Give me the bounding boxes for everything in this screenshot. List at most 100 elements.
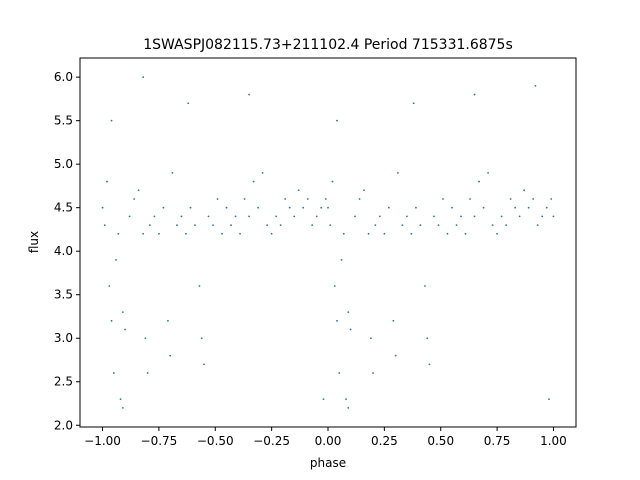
data-point <box>424 285 426 287</box>
data-point <box>230 224 232 226</box>
data-point <box>266 224 269 226</box>
data-point <box>198 285 201 287</box>
data-point <box>187 102 190 105</box>
data-point <box>288 206 291 209</box>
data-point <box>518 215 521 218</box>
data-point <box>406 215 408 218</box>
data-point <box>171 171 174 174</box>
data-point <box>142 232 145 235</box>
data-point <box>320 206 323 209</box>
data-point <box>117 232 120 235</box>
data-point <box>162 206 165 209</box>
x-tick-label: 0.00 <box>315 434 342 448</box>
data-point <box>460 215 462 218</box>
data-point <box>212 224 214 226</box>
data-point <box>347 311 350 314</box>
data-point <box>248 93 250 96</box>
data-point <box>252 180 255 183</box>
data-point <box>394 354 397 357</box>
data-point <box>121 406 124 409</box>
data-point <box>148 224 151 226</box>
data-point <box>387 206 390 209</box>
data-point <box>110 319 113 322</box>
data-point <box>363 189 365 192</box>
data-point <box>464 232 467 235</box>
data-point <box>426 337 429 340</box>
data-point <box>200 337 203 340</box>
data-point <box>128 215 131 218</box>
data-point <box>442 198 444 200</box>
data-point <box>324 198 327 200</box>
data-point <box>103 224 106 226</box>
data-point <box>550 198 553 200</box>
data-point <box>333 285 336 287</box>
data-point <box>146 372 149 374</box>
y-axis-label: flux <box>27 231 41 253</box>
data-point <box>176 224 178 226</box>
data-point <box>137 189 140 192</box>
data-point <box>306 198 309 200</box>
data-point <box>374 224 377 226</box>
data-point <box>545 206 548 209</box>
x-tick-label: −0.75 <box>141 434 178 448</box>
data-point <box>433 215 435 218</box>
data-point <box>101 206 104 209</box>
data-point <box>451 206 453 209</box>
data-point <box>437 224 440 226</box>
data-point <box>532 198 535 200</box>
data-point <box>322 398 325 401</box>
data-point <box>410 232 413 235</box>
y-axis: 2.0 2.5 3.0 3.5 4.0 4.5 5.0 5.5 6.0 <box>54 70 80 432</box>
data-point <box>478 180 480 183</box>
data-point <box>396 171 399 174</box>
data-point <box>338 372 341 374</box>
data-point <box>275 215 278 218</box>
data-point <box>189 206 192 209</box>
data-point <box>336 319 338 322</box>
data-point <box>487 171 489 174</box>
y-tick-label: 5.5 <box>54 114 73 128</box>
data-point <box>279 224 282 226</box>
y-tick-label: 5.0 <box>54 157 73 171</box>
data-point <box>446 232 449 235</box>
y-tick-label: 3.0 <box>54 331 73 345</box>
data-point <box>284 198 287 200</box>
data-point <box>349 328 352 331</box>
data-point <box>336 119 338 122</box>
data-point <box>392 319 395 322</box>
data-point <box>534 84 537 87</box>
data-point <box>257 206 260 209</box>
data-point <box>419 224 422 226</box>
data-point <box>331 180 334 183</box>
data-point <box>207 215 210 218</box>
data-point <box>354 215 356 218</box>
data-point <box>342 232 345 235</box>
data-point <box>505 224 508 226</box>
data-point <box>340 259 343 261</box>
data-point <box>482 206 485 209</box>
data-point <box>248 215 250 218</box>
data-point <box>383 232 386 235</box>
data-point <box>527 206 530 209</box>
x-axis-label: phase <box>310 456 346 470</box>
x-tick-label: 0.75 <box>484 434 511 448</box>
data-point <box>345 398 347 401</box>
x-tick-label: 0.50 <box>427 434 454 448</box>
data-point <box>216 198 219 200</box>
y-tick-label: 3.5 <box>54 288 73 302</box>
data-point <box>455 224 458 226</box>
data-point <box>180 215 183 218</box>
data-point <box>500 215 503 218</box>
data-point <box>428 363 431 366</box>
data-point <box>115 259 117 261</box>
y-tick-label: 2.0 <box>54 418 73 432</box>
data-point <box>293 215 296 218</box>
data-point <box>367 232 370 235</box>
y-tick-label: 2.5 <box>54 375 73 389</box>
data-point <box>225 206 228 209</box>
x-axis: −1.00 −0.75 −0.50 −0.25 0.00 0.25 0.50 0.75 1.00 <box>84 427 567 448</box>
data-point <box>124 328 126 331</box>
y-tick-label: 4.0 <box>54 244 73 258</box>
data-point <box>496 232 498 235</box>
